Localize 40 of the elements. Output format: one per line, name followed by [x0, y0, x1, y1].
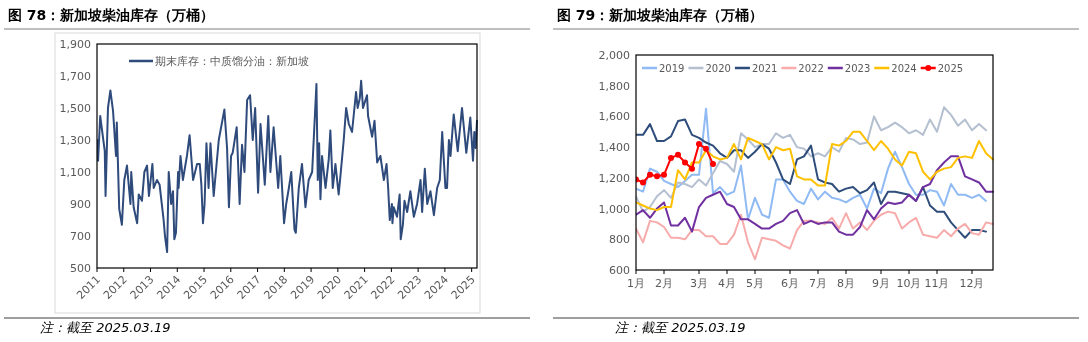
- legend-label: 期末库存：中质馏分油：新加坡: [155, 55, 309, 68]
- x-tick-label: 5月: [746, 277, 764, 290]
- y-tick-label: 1,500: [59, 102, 91, 115]
- chart-title: 图 78：新加坡柴油库存（万桶）: [8, 7, 215, 23]
- text: 注：截至 2025.03.19: [615, 320, 746, 335]
- y-tick-label: 900: [70, 198, 91, 211]
- x-tick-label: 8月: [837, 277, 855, 290]
- y-tick-label: 1,400: [598, 141, 630, 155]
- y-tick-label: 1,100: [59, 166, 91, 179]
- y-tick-label: 1,000: [598, 202, 630, 216]
- text: 注：截至 2025.03.19: [40, 320, 171, 335]
- y-tick-label: 1,900: [59, 38, 91, 51]
- y-tick-label: 1,600: [598, 110, 630, 124]
- legend-label: 2024: [891, 63, 917, 74]
- chart-title: 图 79：新加坡柴油库存（万桶）: [557, 7, 764, 23]
- y-tick-label: 1,800: [598, 79, 630, 93]
- y-tick-label: 700: [70, 230, 91, 243]
- y-tick-label: 1,300: [59, 134, 91, 147]
- y-tick-label: 800: [609, 233, 630, 247]
- y-tick-label: 1,700: [59, 70, 91, 83]
- x-tick-label: 12月: [959, 277, 985, 290]
- legend-label: 2025: [937, 63, 964, 74]
- x-tick-label: 11月: [924, 277, 950, 290]
- legend-label: 2021: [751, 63, 778, 74]
- legend-label: 2023: [844, 63, 871, 74]
- y-tick-label: 1,200: [598, 171, 630, 185]
- y-tick-label: 600: [609, 264, 630, 277]
- legend-label: 2022: [798, 63, 824, 74]
- x-tick-label: 7月: [809, 277, 827, 290]
- x-tick-label: 4月: [718, 277, 736, 290]
- y-tick-label: 500: [70, 262, 91, 275]
- x-tick-label: 10月: [896, 277, 922, 290]
- x-tick-label: 2月: [655, 277, 673, 290]
- y-tick-label: 2,000: [598, 49, 630, 62]
- legend-label: 2019: [659, 63, 685, 74]
- x-tick-label: 1月: [627, 277, 645, 290]
- x-tick-label: 6月: [781, 277, 799, 290]
- x-tick-label: 3月: [690, 277, 708, 290]
- legend-label: 2020: [705, 63, 731, 74]
- x-tick-label: 9月: [872, 277, 890, 290]
